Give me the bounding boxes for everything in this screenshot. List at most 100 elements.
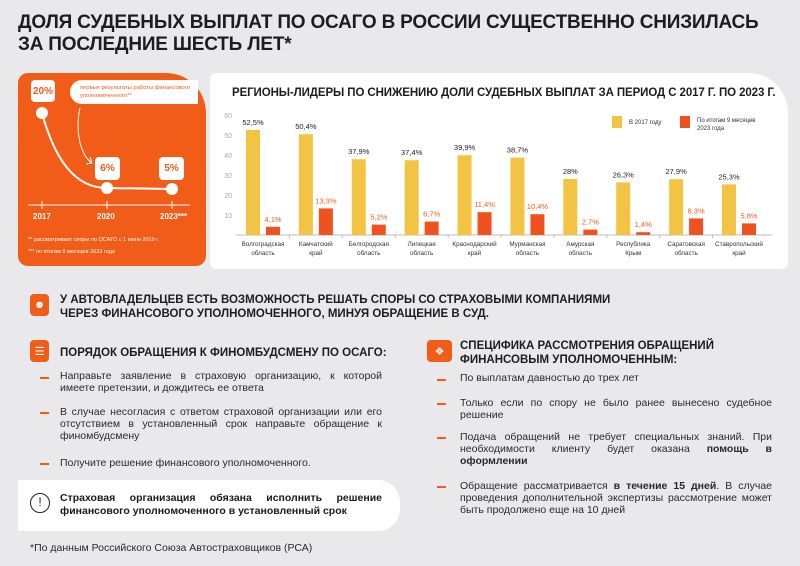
procedure-heading: ПОРЯДОК ОБРАЩЕНИЯ К ФИНОМБУДСМЕНУ ПО ОСА… [60, 347, 387, 359]
bar-2023 [266, 226, 280, 235]
trend-value-2017: 20% [31, 80, 55, 102]
specifics-heading: СПЕЦИФИКА РАССМОТРЕНИЯ ОБРАЩЕНИЙ ФИНАНСО… [460, 339, 714, 367]
callout-box: первые результаты работы финансового упо… [70, 80, 198, 104]
data-label: 13,3% [315, 196, 337, 205]
category-label: Республика [616, 240, 651, 248]
data-label: 5,8% [740, 211, 757, 220]
legend-label-2023: По итогам 9 месяцев [697, 118, 755, 124]
bar-2017 [298, 134, 313, 235]
bullet-dash-icon [40, 412, 49, 414]
data-label: 6,7% [423, 210, 440, 219]
item-text: По выплатам давностью до трех лет [460, 372, 639, 384]
y-tick-label: 60 [224, 113, 232, 120]
data-label: 38,7% [507, 146, 529, 155]
year-2020: 2020 [97, 212, 115, 221]
data-label: 28% [563, 167, 578, 176]
bar-2017 [616, 182, 631, 235]
bar-2023 [371, 224, 386, 235]
category-label: Амурская [566, 241, 594, 248]
category-label: Ставропольский [715, 240, 763, 248]
y-tick-label: 50 [224, 133, 232, 140]
bar-2023 [742, 223, 756, 235]
item-text: Подача обращений не требует специальных … [460, 431, 772, 456]
callout-arrow [77, 107, 93, 165]
data-label: 50,4% [295, 122, 317, 131]
item-bold-text: в течение 15 дней [613, 480, 717, 492]
data-label: 26,3% [613, 170, 635, 179]
data-label: 8,3% [688, 206, 705, 215]
procedure-item-1: Направьте заявление в страховую организа… [60, 370, 382, 395]
trend-value-2020: 6% [95, 157, 120, 180]
legend-swatch-2017 [612, 116, 622, 128]
category-label: область [410, 249, 434, 257]
trend-value-2023: 5% [159, 157, 184, 180]
specifics-item-2: Только если по спору не было ранее вынес… [460, 397, 772, 421]
banner-line-2: ЧЕРЕЗ ФИНАНСОВОГО УПОЛНОМОЧЕННОГО, МИНУЯ… [60, 308, 489, 320]
data-label: 52,5% [242, 118, 264, 127]
page-title: ДОЛЯ СУДЕБНЫХ ВЫПЛАТ ПО ОСАГО В РОССИИ С… [18, 12, 759, 56]
bar-2017 [722, 184, 736, 235]
bar-2017 [246, 130, 260, 235]
category-label: Белгородская [349, 241, 389, 248]
data-label: 5,2% [370, 213, 387, 222]
bar-2017 [457, 155, 472, 235]
category-label: край [732, 249, 746, 257]
bar-2017 [351, 159, 366, 235]
legend-swatch-2023 [680, 116, 690, 128]
specifics-item-3: Подача обращений не требует специальных … [460, 431, 772, 468]
specifics-heading-line-1: СПЕЦИФИКА РАССМОТРЕНИЯ ОБРАЩЕНИЙ [460, 340, 714, 352]
bullet-dash-icon [40, 463, 49, 465]
bullet-dash-icon [437, 437, 446, 439]
bar-2023 [689, 218, 704, 235]
legend-label-2017: В 2017 году [629, 120, 661, 126]
data-label: 39,9% [454, 143, 476, 152]
footnote-2: ** рассматривает споры по ОСАГО с 1 июня… [28, 237, 160, 243]
category-label: Волгоградская [242, 241, 285, 248]
category-label: Камчатский [299, 240, 333, 248]
bar-2023 [530, 214, 545, 235]
bar-2017 [669, 179, 684, 235]
data-label: 10,4% [527, 202, 549, 211]
item-text: Обращение рассматривается [460, 480, 614, 492]
category-label: Мурманская [509, 241, 545, 248]
y-tick-label: 20 [224, 193, 232, 200]
trend-point-2020 [101, 182, 113, 194]
bullet-dash-icon [437, 486, 446, 488]
data-label: 4,1% [264, 215, 281, 224]
trend-point-2017 [36, 107, 48, 119]
warning-box [18, 480, 400, 531]
title-line-2: ЗА ПОСЛЕДНИЕ ШЕСТЬ ЛЕТ* [18, 34, 292, 55]
bar-2023 [583, 229, 598, 235]
person-icon: ☻ [30, 294, 49, 316]
year-2017: 2017 [33, 212, 51, 221]
data-label: 37,4% [401, 148, 423, 157]
category-label: Краснодарский [452, 240, 497, 248]
data-label: 11,4% [474, 200, 495, 209]
trend-graphic [28, 107, 190, 209]
category-label: Крым [625, 250, 641, 257]
category-label: область [516, 249, 540, 257]
legend-label-2023: 2023 года [697, 126, 725, 132]
title-line-1: ДОЛЯ СУДЕБНЫХ ВЫПЛАТ ПО ОСАГО В РОССИИ С… [18, 12, 759, 33]
bar-2017 [510, 157, 525, 235]
item-text: . В случае проведения дополнительной экс… [460, 480, 772, 517]
data-label: 27,9% [665, 167, 687, 176]
bar-2017 [563, 179, 578, 235]
category-label: край [309, 249, 323, 257]
bar-2023 [477, 212, 492, 235]
data-label: 25,3% [718, 172, 740, 181]
category-label: область [569, 249, 593, 257]
procedure-item-2: В случае несогласия с ответом страховой … [60, 406, 382, 443]
bar-chart: 10203040506052,5%4,1%Волгоградскаяобласт… [224, 113, 772, 257]
bar-2017 [404, 160, 419, 235]
specifics-item-1: По выплатам давностью до трех лет [460, 372, 772, 384]
y-tick-label: 10 [224, 213, 232, 220]
specifics-item-4: Обращение рассматривается в течение 15 д… [460, 480, 772, 517]
item-text: Только если по спору не было ранее вынес… [460, 397, 772, 422]
category-label: область [251, 249, 275, 257]
exclamation-icon: ! [30, 493, 50, 513]
trend-point-2023 [166, 183, 178, 195]
category-label: Саратовская [667, 241, 705, 248]
year-2023: 2023*** [160, 212, 188, 221]
warning-text: Страховая организация обязана исполнить … [60, 492, 382, 517]
